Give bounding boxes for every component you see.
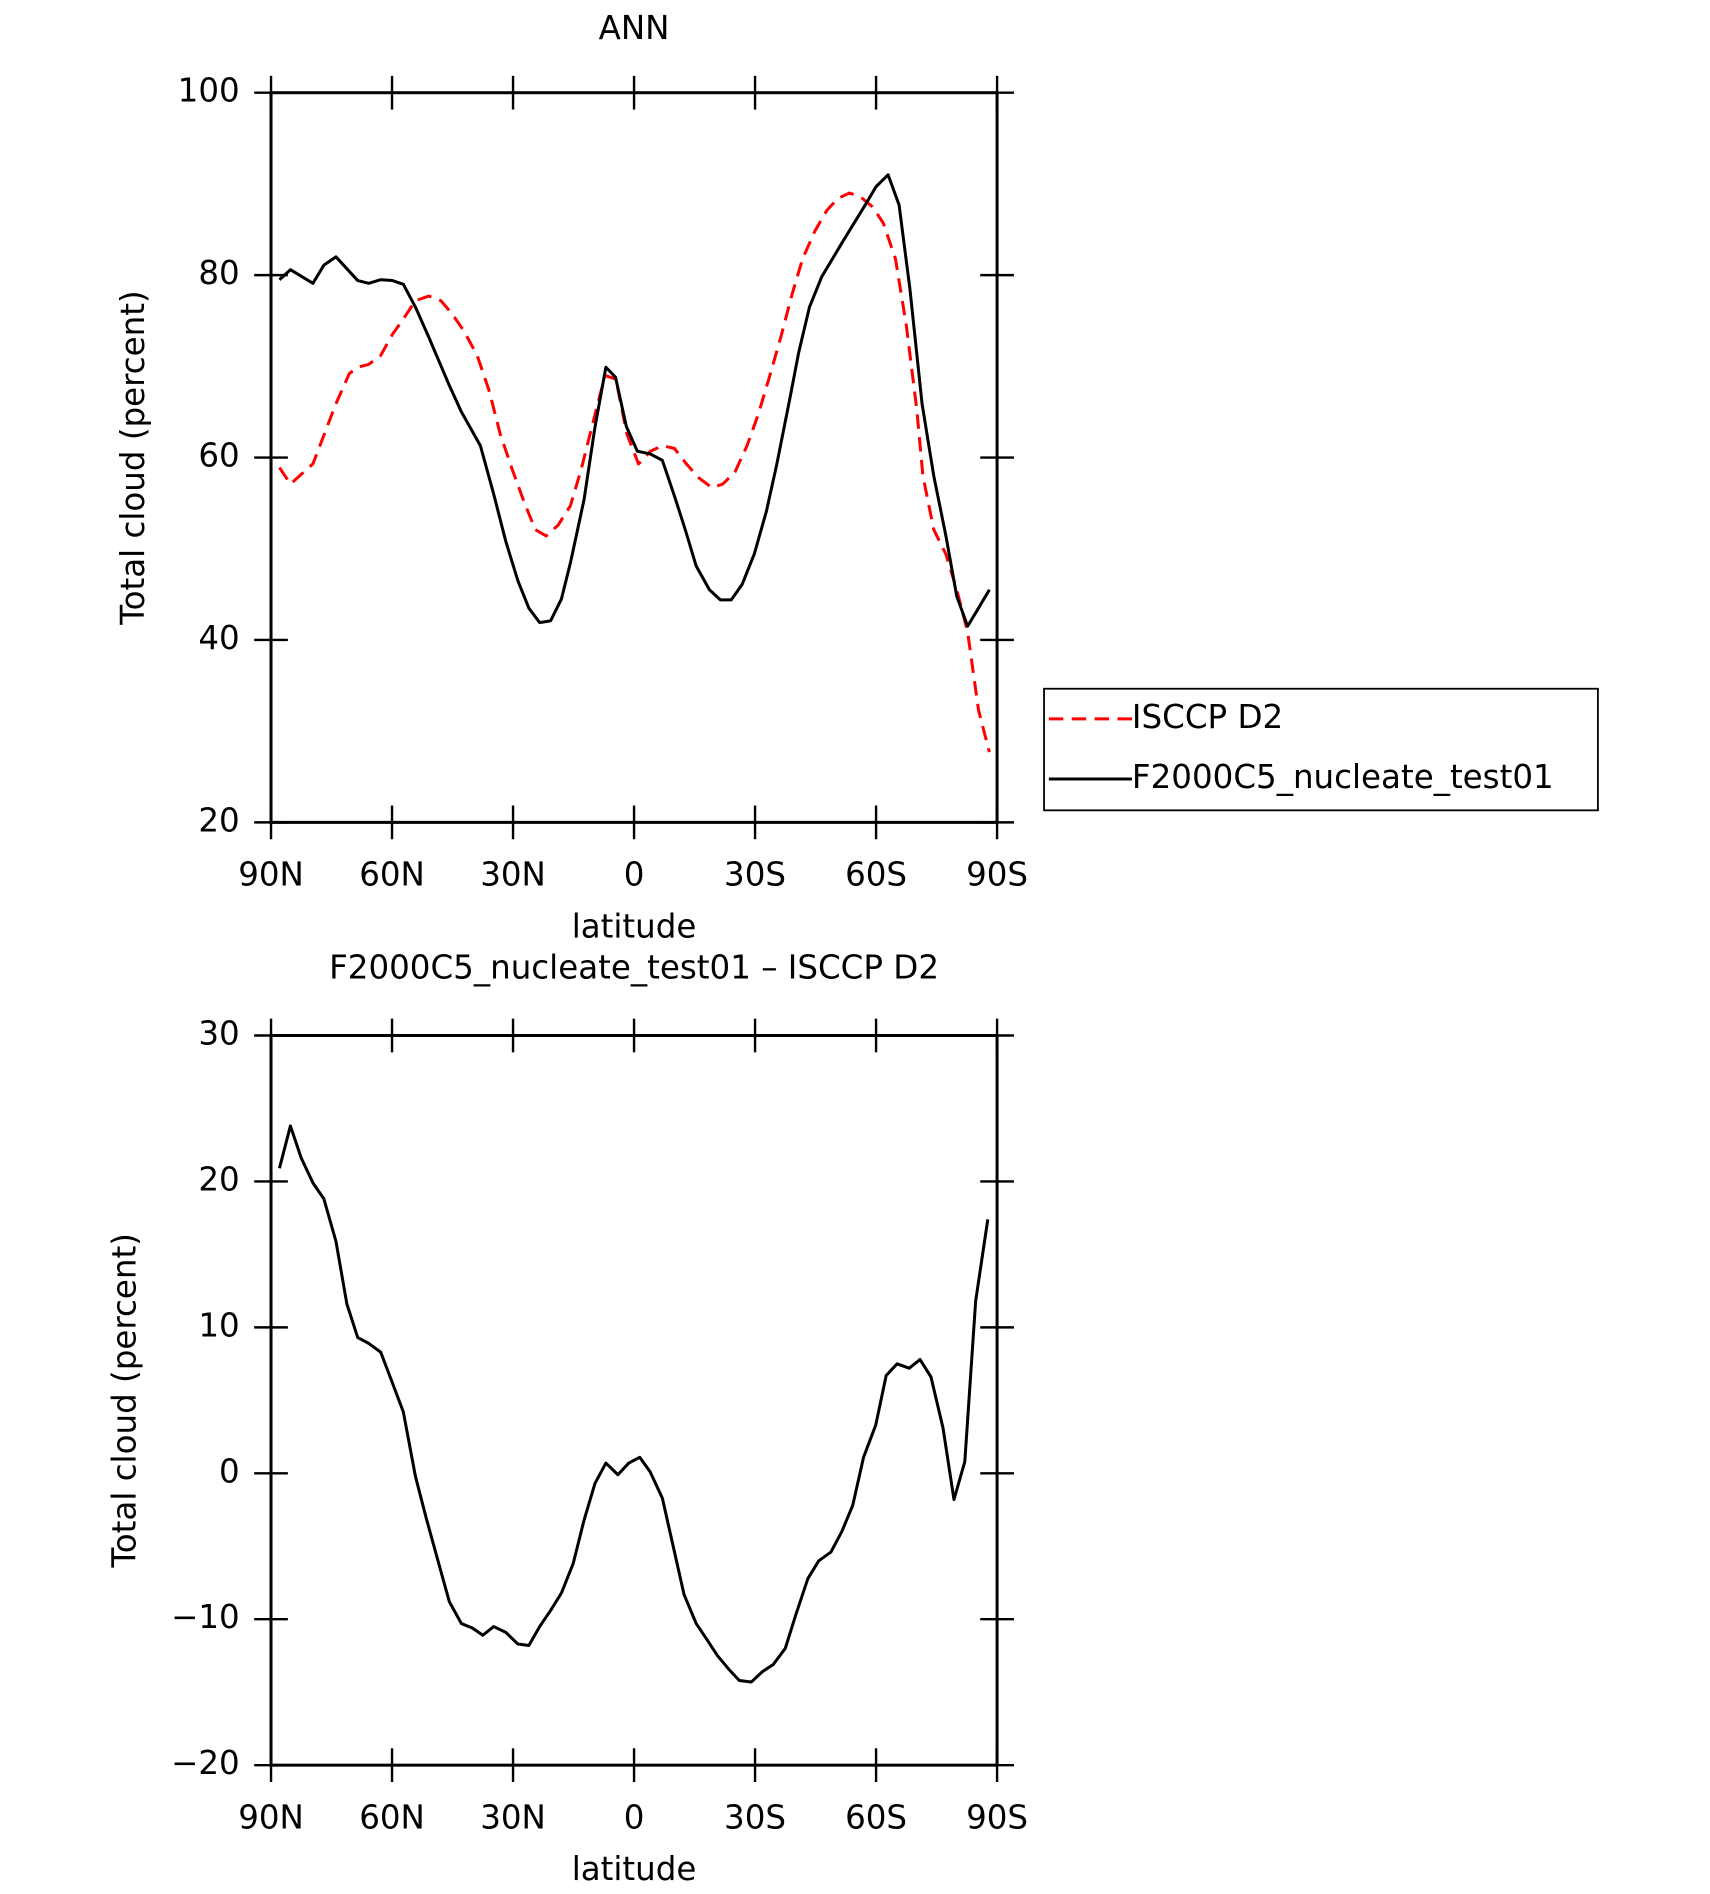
x-tick-label: 60N (359, 1798, 425, 1836)
chart-title: ANN (599, 9, 670, 47)
legend-label: ISCCP D2 (1132, 698, 1283, 736)
x-tick-label: 60S (845, 856, 907, 894)
plot-frame (269, 91, 999, 824)
y-tick-label: 100 (178, 72, 240, 110)
x-tick-label: 30N (480, 856, 546, 894)
y-axis-label: Total cloud (percent) (106, 1233, 144, 1568)
y-tick-label: 20 (198, 1160, 239, 1198)
data-line (277, 1124, 990, 1684)
y-tick-label: 0 (219, 1452, 240, 1490)
data-line (278, 173, 991, 628)
y-tick-label: 10 (198, 1306, 239, 1344)
x-tick-label: 30S (724, 856, 786, 894)
y-tick-label: −10 (171, 1598, 240, 1636)
y-tick-label: 80 (198, 254, 239, 292)
x-tick-label: 90N (238, 1798, 304, 1836)
data-line (278, 191, 991, 753)
chart-title: F2000C5_nucleate_test01 – ISCCP D2 (329, 948, 939, 986)
y-tick-label: −20 (171, 1744, 240, 1782)
x-axis-label: latitude (572, 1850, 697, 1888)
legend-label: F2000C5_nucleate_test01 (1132, 758, 1554, 796)
x-tick-label: 0 (624, 1798, 645, 1836)
x-tick-label: 90N (238, 856, 304, 894)
y-tick-label: 20 (198, 801, 239, 839)
x-tick-label: 30N (480, 1798, 546, 1836)
x-tick-label: 30S (724, 1798, 786, 1836)
y-tick-label: 40 (198, 619, 239, 657)
y-tick-label: 30 (198, 1014, 239, 1052)
legend-box (1043, 687, 1599, 812)
x-tick-label: 60N (359, 856, 425, 894)
x-tick-label: 60S (845, 1798, 907, 1836)
x-tick-label: 0 (624, 856, 645, 894)
y-axis-label: Total cloud (percent) (114, 290, 152, 625)
y-tick-label: 60 (198, 437, 239, 475)
plot-frame (269, 1033, 999, 1767)
x-axis-label: latitude (572, 907, 697, 945)
x-tick-label: 90S (966, 1798, 1028, 1836)
x-tick-label: 90S (966, 856, 1028, 894)
